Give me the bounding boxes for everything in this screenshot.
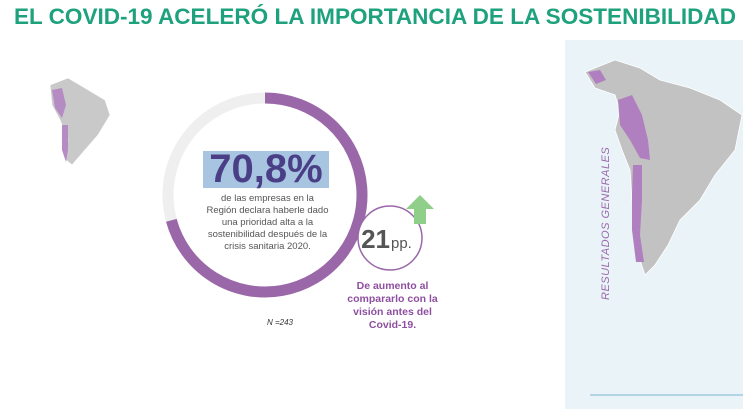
- change-description: De aumento al compararlo con la visión a…: [347, 280, 438, 331]
- sample-size: N =243: [267, 318, 294, 327]
- change-unit: pp.: [391, 235, 412, 252]
- up-arrow: [406, 195, 434, 224]
- donut-arc: [166, 92, 368, 298]
- big-map: [584, 59, 743, 276]
- change-value: 21: [361, 224, 390, 254]
- main-value: 70,8%: [209, 147, 322, 191]
- side-label: RESULTADOS GENERALES: [600, 147, 612, 300]
- change-circle: [357, 205, 423, 271]
- highlight: [203, 151, 329, 188]
- small-map: [49, 77, 111, 166]
- main-description: de las empresas en la Región declara hab…: [206, 193, 329, 252]
- title: EL COVID-19 ACELERÓ LA IMPORTANCIA DE LA…: [14, 4, 736, 29]
